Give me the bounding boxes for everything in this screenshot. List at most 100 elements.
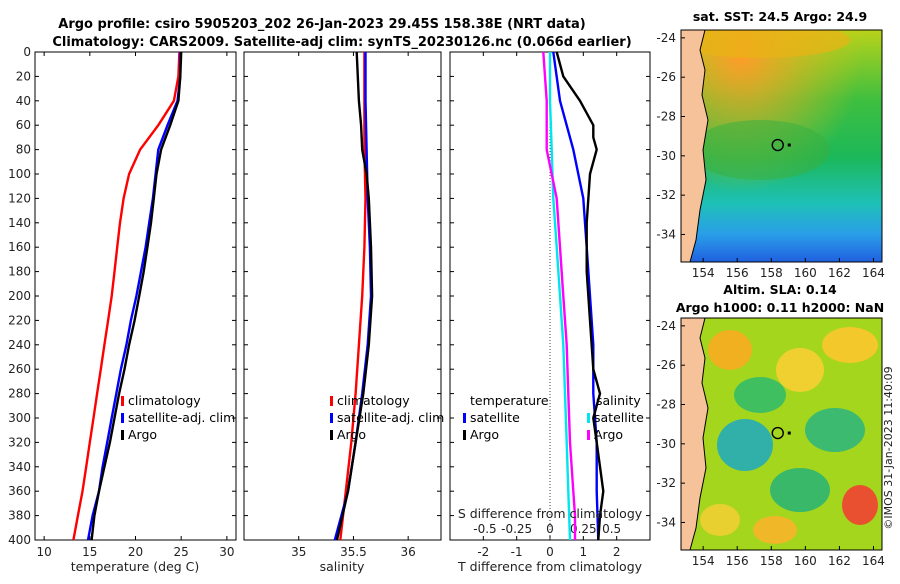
sla-anomaly-high [842,485,878,525]
x-tick-label: 2 [613,545,621,559]
s-difference-tick-label: -0.5 [473,522,496,536]
t-difference-axis-label: T difference from climatology [457,559,643,574]
map-y-tick-label: -32 [656,188,676,202]
figure-title-line1: Argo profile: csiro 5905203_202 26-Jan-2… [58,17,585,32]
s-difference-tick-label: -0.25 [501,522,532,536]
y-tick-label: 60 [16,118,31,132]
sla-anomaly-high [753,516,797,544]
series-t-argo [555,51,605,541]
sst-warm-band [681,30,850,58]
x-tick-label: 20 [128,545,143,559]
y-tick-label: 240 [8,338,31,352]
sla-map [681,318,882,550]
y-tick-label: 320 [8,435,31,449]
sla-anomaly-high [822,327,878,363]
legend-s-argo: Argo [594,427,623,442]
legend-t-satellite: satellite [470,410,520,425]
legend-swatch-argo [330,430,333,440]
x-tick-label: 0 [546,545,554,559]
s-difference-tick-label: 0 [546,522,554,536]
sla-anomaly-low [717,419,773,471]
y-tick-label: 300 [8,411,31,425]
legend-s-satellite: satellite [594,410,644,425]
x-tick-label: 10 [36,545,51,559]
x-tick-label: 35 [291,545,306,559]
legend-argo: Argo [337,427,366,442]
y-tick-label: 260 [8,362,31,376]
y-tick-label: 360 [8,484,31,498]
legend-swatch-argo [121,430,124,440]
sst-map [681,30,882,262]
salinity-legend: climatology satellite-adj. clim Argo [330,393,444,442]
legend-satellite-adj: satellite-adj. clim [128,410,235,425]
s-difference-axis-label: S difference from climatology [458,506,643,521]
map-x-tick-label: 156 [726,554,749,568]
map-x-tick-label: 160 [794,554,817,568]
s-difference-tick-label: 0.25 [570,522,597,536]
argo-location-marker [771,426,784,440]
temperature-profile-chart: 10 15 20 25 30020406080100120140160180200220… [8,45,236,559]
map-y-tick-label: -26 [656,70,676,84]
y-tick-label: 140 [8,216,31,230]
temperature-axis-label: temperature (deg C) [71,559,200,574]
x-tick-label: -1 [511,545,523,559]
y-tick-label: 200 [8,289,31,303]
y-tick-label: 100 [8,167,31,181]
map-y-tick-label: -24 [656,319,676,333]
legend-swatch-satellite [121,413,124,423]
salinity-axis-label: salinity [320,559,365,574]
sla-map-frame [680,317,883,551]
figure-title-line2: Climatology: CARS2009. Satellite-adj cli… [52,35,631,50]
y-tick-label: 340 [8,460,31,474]
argo-location-marker [771,138,784,152]
map-x-tick-label: 162 [828,554,851,568]
map-x-tick-label: 164 [862,554,885,568]
salinity-profile-chart: 35 35.5 36 [244,51,441,559]
series-argo [335,51,374,541]
australia-coast [681,318,709,550]
map-y-tick-label: -24 [656,31,676,45]
map-x-tick-label: 164 [862,266,885,280]
sla-map-title-line1: Altim. SLA: 0.14 [723,282,837,297]
map-y-tick-label: -30 [656,437,676,451]
x-tick-label: 36 [401,545,416,559]
legend-satellite-adj: satellite-adj. clim [337,410,444,425]
map-x-tick-label: 154 [692,554,715,568]
sst-mid-region [690,120,830,180]
legend-swatch-climatology [330,396,333,406]
series-argo [90,51,183,541]
y-tick-label: 120 [8,191,31,205]
map-x-tick-label: 154 [692,266,715,280]
legend-swatch-t-argo [463,430,466,440]
map-y-tick-label: -32 [656,476,676,490]
legend-swatch-s-satellite [587,413,590,423]
map-y-tick-label: -30 [656,149,676,163]
legend-t-argo: Argo [470,427,499,442]
legend-climatology: climatology [337,393,410,408]
legend-swatch-satellite [330,413,333,423]
map-x-tick-label: 158 [760,554,783,568]
legend-swatch-climatology [121,396,124,406]
x-tick-label: 35.5 [340,545,367,559]
s-difference-tick-label: 0.5 [602,522,621,536]
x-tick-label: 1 [580,545,588,559]
legend-swatch-s-argo [587,430,590,440]
series-s-argo [542,51,577,540]
map-x-tick-label: 156 [726,266,749,280]
x-tick-label: 15 [82,545,97,559]
y-tick-label: 80 [16,143,31,157]
legend-argo: Argo [128,427,157,442]
sla-anomaly-low [805,408,865,452]
y-tick-label: 40 [16,94,31,108]
sla-anomaly-high [708,330,752,370]
salinity-panel-frame [243,51,442,541]
legend-salinity-heading: salinity [596,393,641,408]
sla-anomaly-high [776,348,824,392]
series-satellite-adj-clim [86,52,182,541]
y-tick-label: 220 [8,313,31,327]
map-x-tick-label: 162 [828,266,851,280]
sla-map-title-line2: Argo h1000: 0.11 h2000: NaN [676,300,884,315]
series-climatology [339,52,367,541]
map-y-tick-label: -28 [656,398,676,412]
